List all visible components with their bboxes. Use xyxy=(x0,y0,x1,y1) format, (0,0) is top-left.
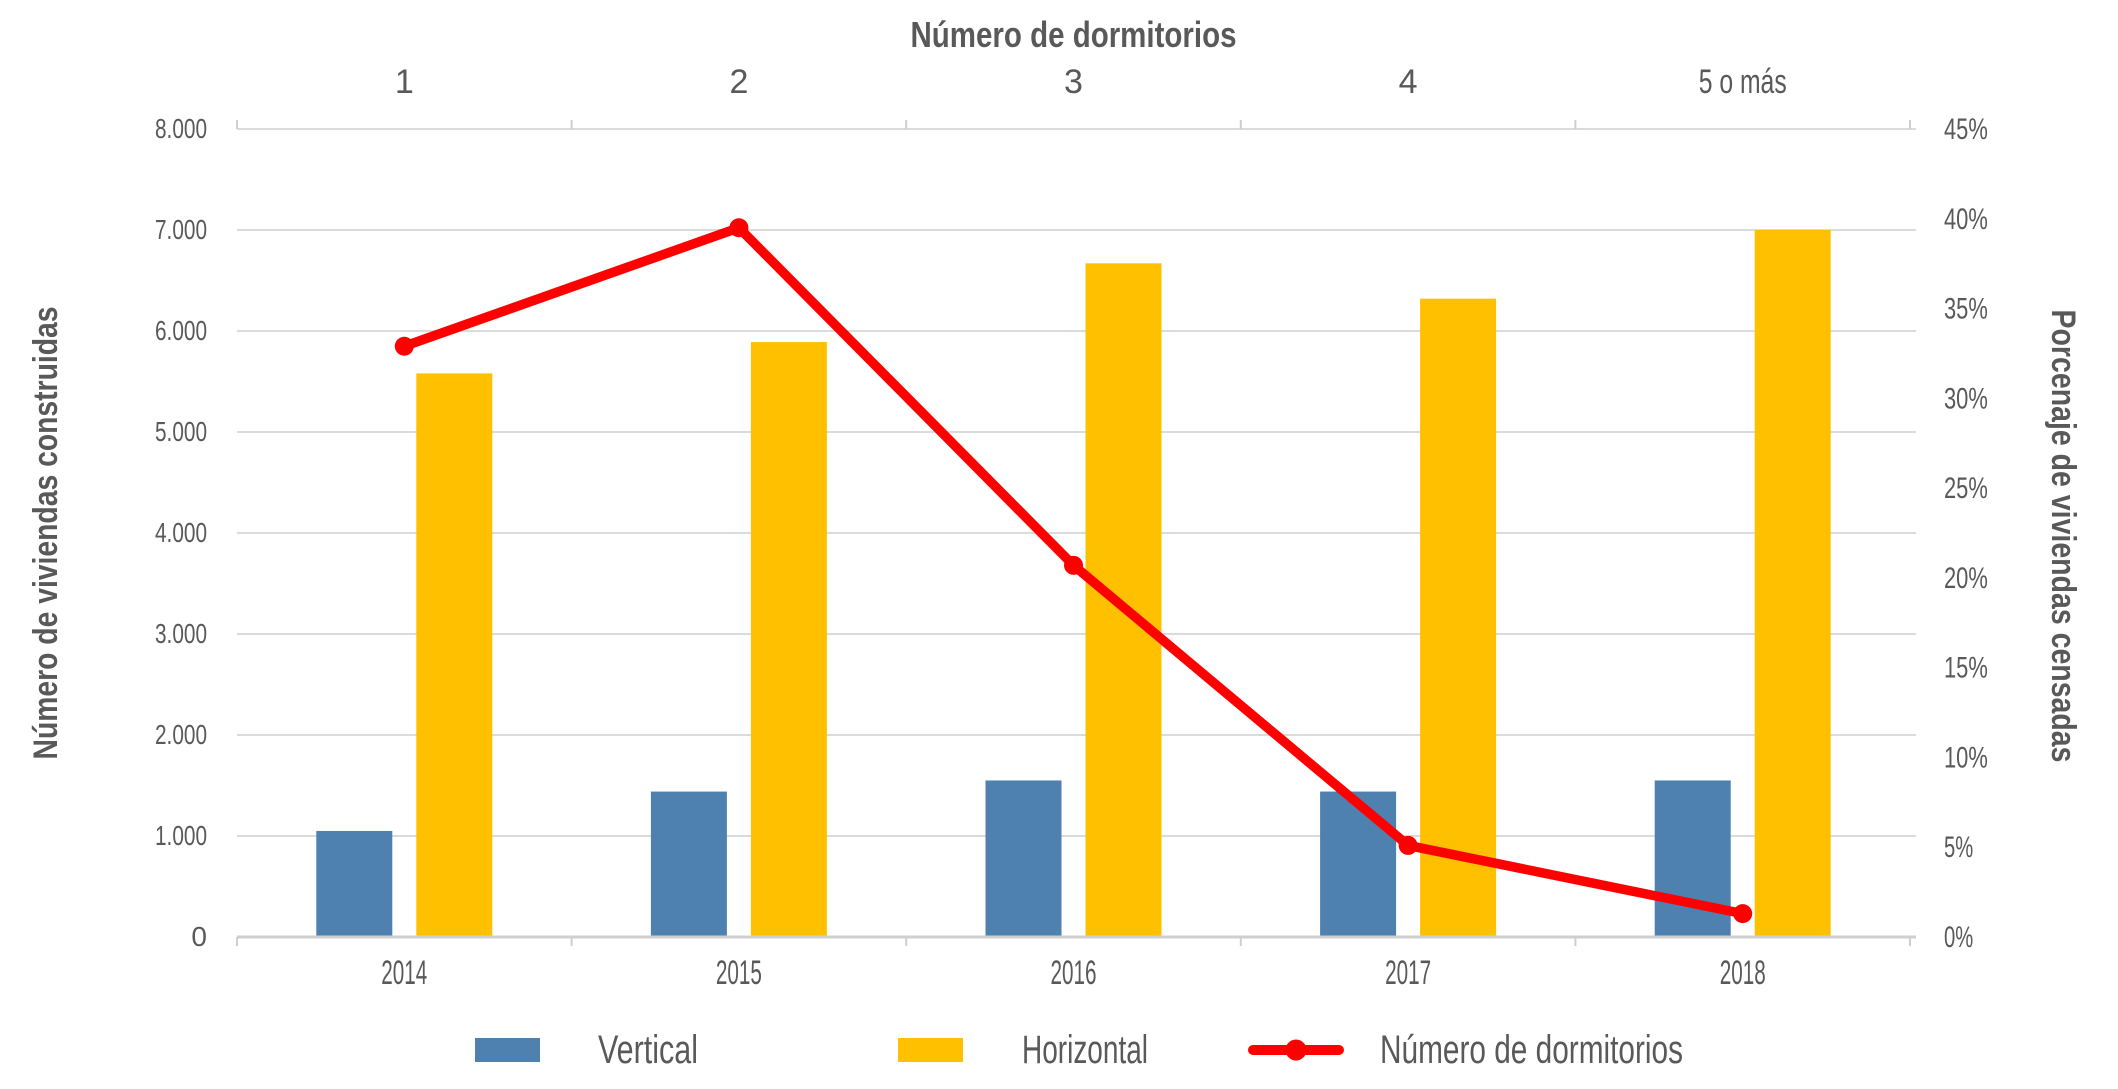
legend-label: Número de dormitorios xyxy=(1380,1028,1683,1072)
top-axis-label: 2 xyxy=(729,63,748,101)
left-axis-tick-label: 5.000 xyxy=(155,416,207,447)
x-axis-label: 2015 xyxy=(716,954,762,992)
legend-swatch-horizontal xyxy=(898,1038,963,1062)
left-axis-tick-label: 8.000 xyxy=(155,113,207,144)
right-axis-tick-label: 45% xyxy=(1944,113,1988,146)
bar-horizontal-2015 xyxy=(750,342,827,937)
legend-swatch-vertical xyxy=(475,1038,540,1062)
line-point-2017 xyxy=(1398,835,1418,855)
legend-label: Vertical xyxy=(598,1028,698,1072)
x-axis-label: 2014 xyxy=(381,954,427,992)
left-axis-tick-label: 1.000 xyxy=(155,820,207,851)
bar-horizontal-2014 xyxy=(416,373,493,937)
right-axis-tick-label: 5% xyxy=(1944,831,1973,864)
right-axis-tick-label: 10% xyxy=(1944,741,1988,774)
line-point-2014 xyxy=(394,336,414,356)
bar-horizontal-2018 xyxy=(1754,230,1831,937)
top-axis-label: 1 xyxy=(395,63,414,101)
left-axis-tick-label: 4.000 xyxy=(155,517,207,548)
right-axis-tick-label: 40% xyxy=(1944,203,1988,236)
right-axis-tick-label: 20% xyxy=(1944,562,1988,595)
right-axis-tick-label: 25% xyxy=(1944,472,1988,505)
x-axis-label: 2017 xyxy=(1385,954,1431,992)
right-axis-tick-label: 15% xyxy=(1944,652,1988,685)
right-axis-tick-label: 0% xyxy=(1944,921,1973,954)
x-axis-label: 2016 xyxy=(1051,954,1097,992)
chart-title: Número de dormitorios xyxy=(911,14,1237,55)
left-axis-tick-label: 2.000 xyxy=(155,719,207,750)
bar-horizontal-2017 xyxy=(1420,298,1497,937)
bar-vertical-2015 xyxy=(650,791,727,937)
left-axis-title: Número de viviendas construidas xyxy=(27,307,65,760)
bar-vertical-2016 xyxy=(985,780,1062,937)
left-axis-tick-label: 3.000 xyxy=(155,618,207,649)
right-axis-tick-label: 35% xyxy=(1944,293,1988,326)
top-axis-label: 3 xyxy=(1064,63,1083,101)
right-axis-title: Porcenaje de viviendas censadas xyxy=(2044,310,2082,763)
bar-horizontal-2016 xyxy=(1085,263,1162,938)
legend-line-marker-dot xyxy=(1285,1039,1307,1061)
bar-vertical-2014 xyxy=(316,830,393,937)
legend-label: Horizontal xyxy=(1022,1028,1148,1072)
right-axis-tick-label: 30% xyxy=(1944,382,1988,415)
bar-vertical-2017 xyxy=(1320,791,1397,937)
left-axis-tick-label: 0 xyxy=(191,921,207,952)
top-axis-label: 4 xyxy=(1399,63,1418,101)
x-axis-label: 2018 xyxy=(1720,954,1766,992)
left-axis-tick-label: 7.000 xyxy=(155,214,207,245)
line-point-2015 xyxy=(729,218,749,238)
top-axis-label: 5 o más xyxy=(1699,63,1787,101)
left-axis-tick-label: 6.000 xyxy=(155,315,207,346)
line-point-2018 xyxy=(1733,904,1753,924)
line-point-2016 xyxy=(1064,555,1083,575)
